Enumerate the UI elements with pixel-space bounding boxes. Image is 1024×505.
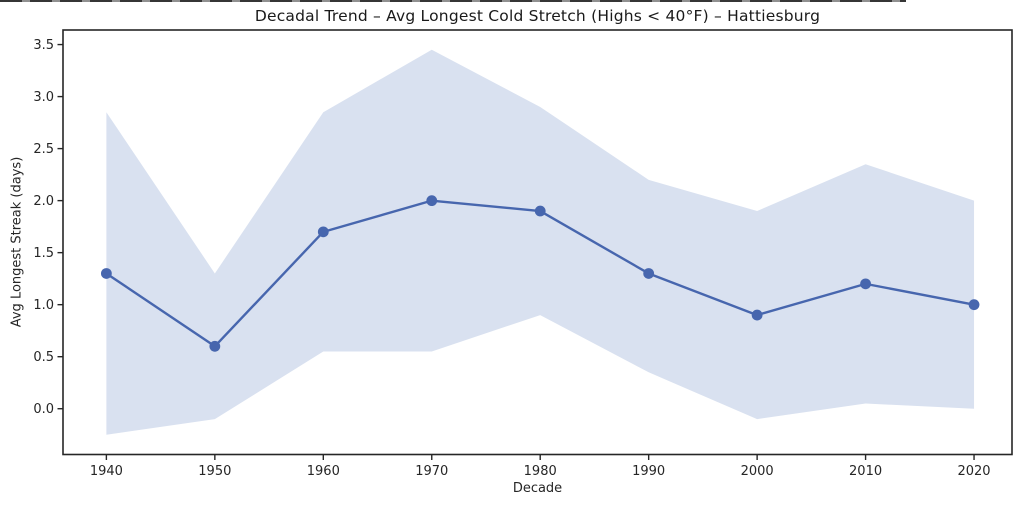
data-point-2000 xyxy=(751,309,763,321)
x-tick-label-2010: 2010 xyxy=(849,464,882,479)
cropped-text-artifact xyxy=(0,0,906,2)
y-tick-label-2.0: 2.0 xyxy=(33,194,54,209)
y-tick-label-3.0: 3.0 xyxy=(33,90,54,105)
x-tick-label-1980: 1980 xyxy=(524,464,557,479)
x-tick-label-1990: 1990 xyxy=(632,464,665,479)
chart-title: Decadal Trend – Avg Longest Cold Stretch… xyxy=(254,7,821,25)
x-tick-label-1970: 1970 xyxy=(415,464,448,479)
y-tick-label-0.5: 0.5 xyxy=(33,350,54,365)
data-point-1950 xyxy=(209,340,221,352)
data-point-2010 xyxy=(860,278,871,290)
data-point-2020 xyxy=(968,299,980,311)
x-tick-label-2000: 2000 xyxy=(741,464,774,479)
x-tick-label-1960: 1960 xyxy=(307,464,340,479)
x-axis-label: Decade xyxy=(512,481,563,496)
axes-frame xyxy=(62,29,1013,456)
y-tick-label-1.0: 1.0 xyxy=(33,298,54,313)
x-tick-label-1950: 1950 xyxy=(198,464,231,479)
y-tick-label-1.5: 1.5 xyxy=(33,246,54,261)
data-point-1980 xyxy=(534,205,546,217)
data-point-1990 xyxy=(643,268,655,279)
y-tick-label-0.0: 0.0 xyxy=(33,402,54,417)
x-tick-label-2020: 2020 xyxy=(957,464,990,479)
data-point-1940 xyxy=(100,268,112,279)
x-tick-label-1940: 1940 xyxy=(90,464,123,479)
confidence-band xyxy=(106,49,975,435)
data-point-1970 xyxy=(426,195,438,207)
data-point-1960 xyxy=(317,226,329,238)
y-tick-label-2.5: 2.5 xyxy=(33,142,54,157)
y-tick-label-3.5: 3.5 xyxy=(33,38,54,53)
